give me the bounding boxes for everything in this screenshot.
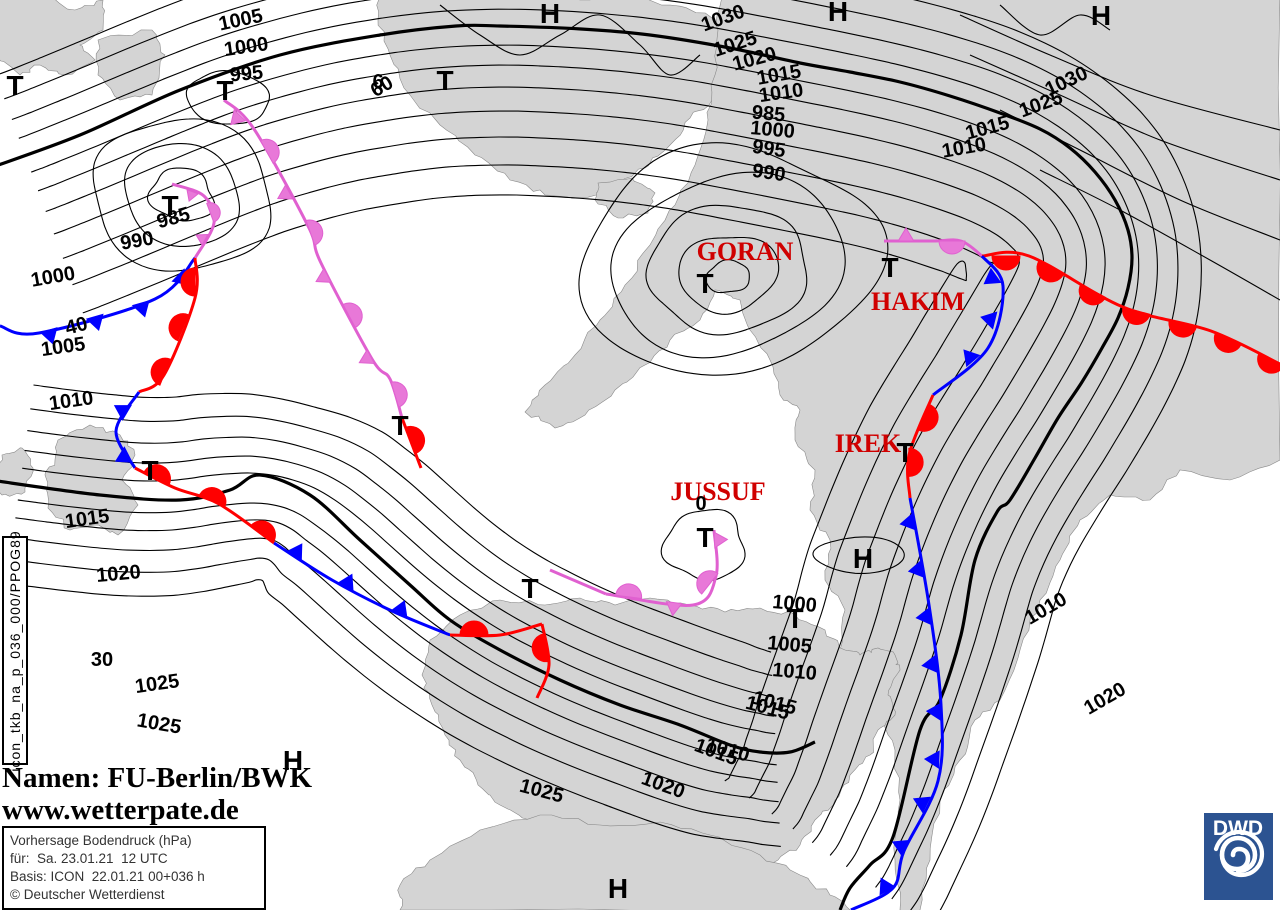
svg-text:1020: 1020	[95, 561, 141, 587]
svg-text:H: H	[608, 873, 628, 904]
svg-text:GORAN: GORAN	[697, 237, 794, 266]
svg-text:6: 6	[372, 71, 383, 93]
svg-text:995: 995	[229, 62, 264, 87]
svg-text:T: T	[696, 522, 713, 553]
svg-text:T: T	[696, 268, 713, 299]
svg-text:T: T	[521, 573, 538, 604]
svg-text:IREK: IREK	[835, 429, 902, 458]
svg-text:T: T	[141, 455, 158, 486]
svg-text:1010: 1010	[771, 659, 817, 685]
svg-text:H: H	[540, 0, 560, 29]
svg-text:H: H	[853, 543, 873, 574]
svg-text:JUSSUF: JUSSUF	[670, 477, 765, 506]
svg-text:H: H	[1091, 0, 1111, 31]
svg-text:30: 30	[91, 649, 113, 671]
svg-text:T: T	[881, 252, 898, 283]
svg-text:995: 995	[751, 136, 787, 162]
svg-text:0: 0	[695, 493, 706, 515]
svg-text:T: T	[436, 65, 453, 96]
svg-text:1005: 1005	[766, 632, 812, 658]
svg-text:1000: 1000	[771, 591, 817, 617]
svg-text:T: T	[391, 410, 408, 441]
svg-text:HAKIM: HAKIM	[871, 287, 965, 316]
svg-text:T: T	[6, 70, 23, 101]
svg-text:990: 990	[751, 160, 787, 186]
svg-text:H: H	[828, 0, 848, 27]
